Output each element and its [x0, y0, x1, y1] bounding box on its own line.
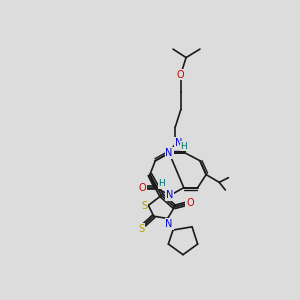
Text: H: H	[180, 142, 187, 151]
Text: S: S	[138, 224, 145, 233]
Text: H: H	[158, 179, 165, 188]
Text: O: O	[138, 183, 146, 193]
Text: N: N	[166, 148, 173, 158]
Text: O: O	[177, 70, 184, 80]
Text: N: N	[166, 219, 173, 229]
Text: N: N	[175, 138, 182, 148]
Text: S: S	[141, 201, 148, 211]
Text: O: O	[186, 198, 194, 208]
Text: N: N	[166, 190, 174, 200]
